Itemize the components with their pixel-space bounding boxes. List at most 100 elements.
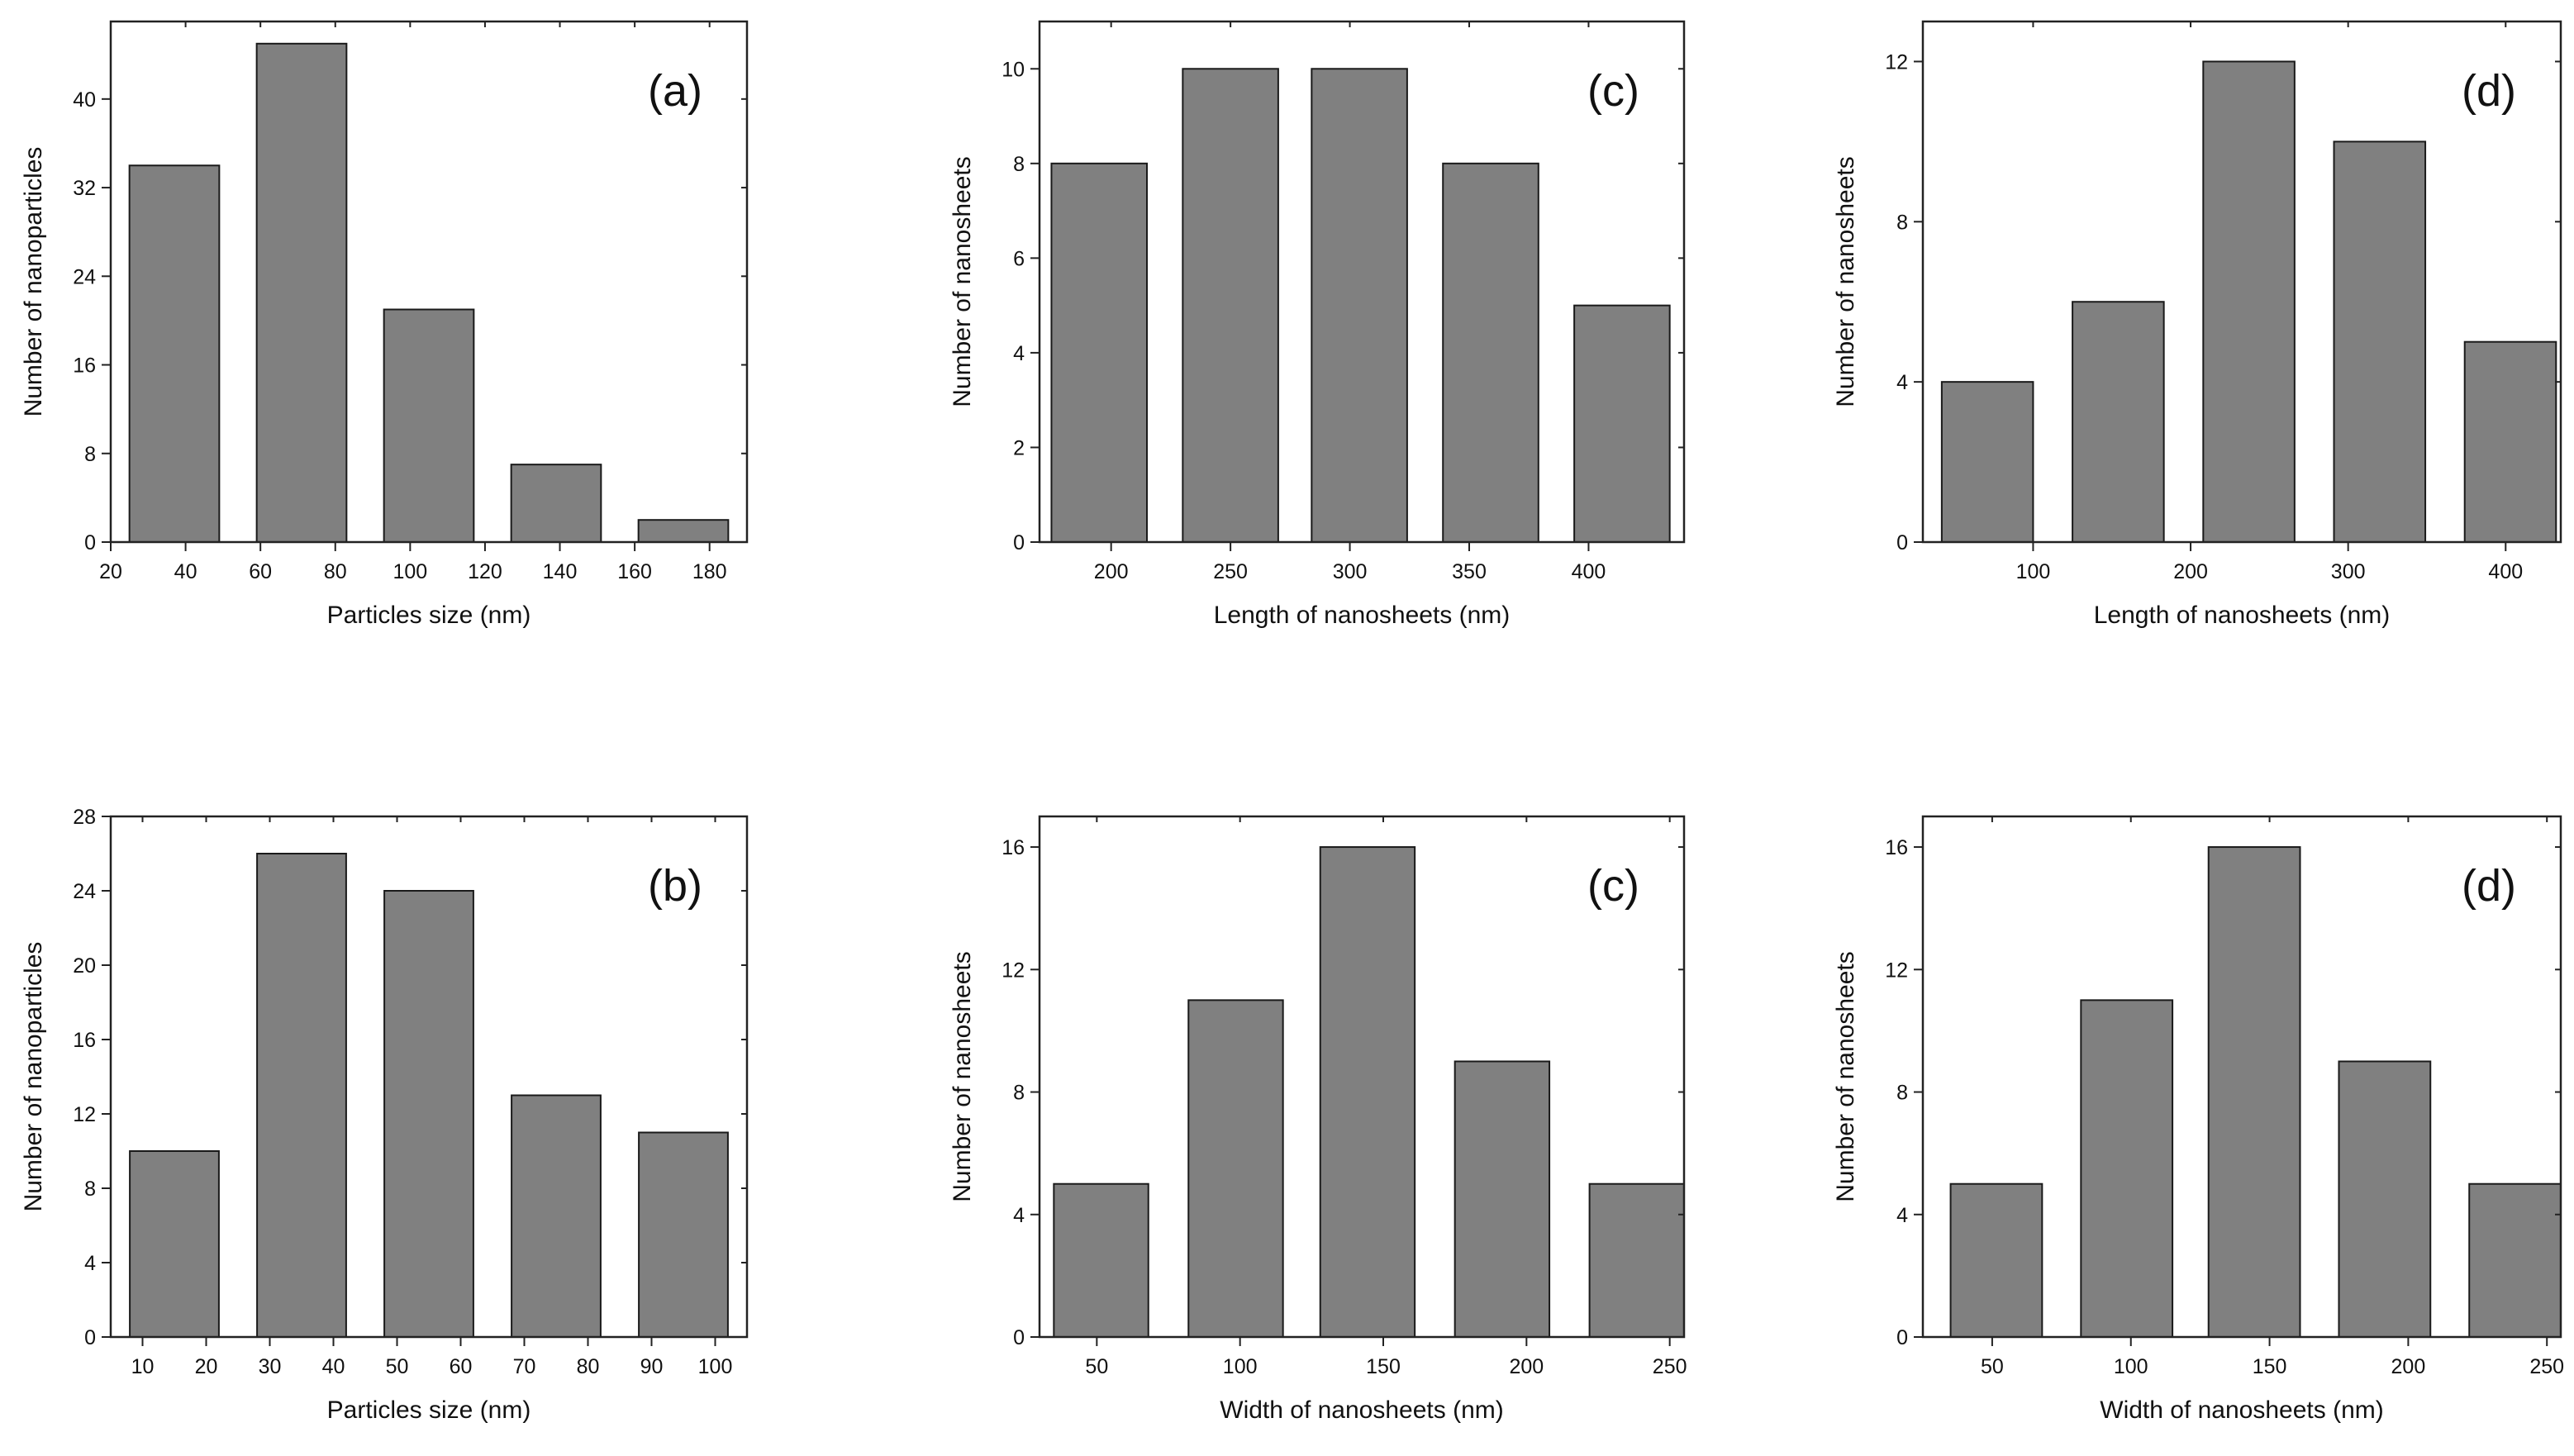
y-tick-label: 8 xyxy=(1013,153,1025,176)
y-tick-label: 12 xyxy=(1885,959,1908,982)
bar-c_width-0 xyxy=(1053,1182,1149,1339)
x-tick-label: 400 xyxy=(2488,560,2523,583)
x-tick-label: 300 xyxy=(1333,560,1368,583)
y-tick-label: 16 xyxy=(1885,836,1908,859)
y-tick-label: 32 xyxy=(73,177,96,200)
y-tick-label: 20 xyxy=(73,954,96,978)
y-tick-label: 16 xyxy=(73,354,96,378)
bar-a-2 xyxy=(383,308,475,543)
bar-d_width-0 xyxy=(1949,1182,2043,1339)
x-tick-label: 250 xyxy=(1213,560,1248,583)
x-tick-label: 70 xyxy=(513,1355,536,1378)
bar-c_length-4 xyxy=(1573,304,1671,543)
y-tick-label: 8 xyxy=(1896,1082,1908,1105)
x-tick-label: 100 xyxy=(2016,560,2051,583)
y-tick-label: 2 xyxy=(1013,436,1025,459)
bar-c_length-2 xyxy=(1311,68,1408,544)
plot-frame xyxy=(109,20,749,544)
y-tick-label: 8 xyxy=(1896,211,1908,234)
x-tick-label: 50 xyxy=(386,1355,409,1378)
x-tick-label: 100 xyxy=(2114,1355,2148,1378)
x-tick-label: 350 xyxy=(1452,560,1487,583)
x-tick-label: 250 xyxy=(2529,1355,2564,1378)
bar-a-4 xyxy=(637,519,730,543)
panel-c_length: 200 250 300 350 400 0 2 4 6 8 10 Length of nanoshee… xyxy=(949,20,1686,629)
bar-c_width-2 xyxy=(1319,846,1416,1338)
x-tick-label: 180 xyxy=(692,560,727,583)
x-tick-label: 300 xyxy=(2331,560,2366,583)
x-tick-label: 40 xyxy=(174,560,197,583)
y-tick-label: 12 xyxy=(73,1103,96,1126)
plot-frame xyxy=(1921,20,2562,544)
plot-frame xyxy=(1921,815,2562,1339)
y-tick-label: 4 xyxy=(84,1252,96,1275)
y-tick-label: 12 xyxy=(1002,959,1025,982)
bar-d_width-1 xyxy=(2080,999,2174,1338)
x-axis-title: Width of nanosheets (nm) xyxy=(2100,1397,2384,1424)
x-tick-label: 120 xyxy=(468,560,502,583)
x-tick-label: 150 xyxy=(1366,1355,1401,1378)
x-tick-label: 200 xyxy=(1509,1355,1544,1378)
panel-label: (d) xyxy=(2462,861,2516,911)
x-tick-label: 200 xyxy=(2391,1355,2426,1378)
y-tick-label: 4 xyxy=(1013,1204,1025,1227)
bar-c_length-3 xyxy=(1442,162,1539,543)
bar-a-1 xyxy=(255,42,348,543)
panel-label: (c) xyxy=(1587,861,1639,911)
y-axis-title: Number of nanosheets xyxy=(949,156,976,407)
bar-c_width-3 xyxy=(1454,1060,1551,1338)
y-axis-title: Number of nanosheets xyxy=(949,951,976,1202)
panel-label: (d) xyxy=(2462,66,2516,116)
bar-c_length-1 xyxy=(1182,68,1279,544)
bar-c_width-4 xyxy=(1588,1182,1685,1339)
bar-b-0 xyxy=(129,1150,220,1338)
y-tick-label: 16 xyxy=(1002,836,1025,859)
y-tick-label: 10 xyxy=(1002,58,1025,81)
x-tick-label: 20 xyxy=(195,1355,218,1378)
x-tick-label: 200 xyxy=(1094,560,1129,583)
panel-b: 10 20 30 40 50 60 70 80 90 100 0 4 8 12 16 20 24 28 Partic… xyxy=(20,806,749,1424)
panel-label: (b) xyxy=(648,861,702,911)
x-tick-label: 100 xyxy=(1223,1355,1258,1378)
bar-d_length-3 xyxy=(2333,140,2427,543)
x-tick-label: 160 xyxy=(617,560,652,583)
panel-label: (a) xyxy=(648,66,702,116)
x-tick-label: 80 xyxy=(324,560,347,583)
bar-d_length-4 xyxy=(2463,340,2557,544)
y-tick-label: 24 xyxy=(73,265,96,288)
x-tick-label: 60 xyxy=(450,1355,473,1378)
x-tick-label: 50 xyxy=(1085,1355,1108,1378)
bar-b-1 xyxy=(256,853,347,1338)
panel-d_length: 100 200 300 400 0 4 8 12 Length of nanosheets (n… xyxy=(1832,20,2562,629)
y-axis-title: Number of nanoparticles xyxy=(20,147,47,417)
bar-d_width-4 xyxy=(2468,1182,2562,1339)
bar-d_length-2 xyxy=(2202,60,2296,543)
y-tick-label: 4 xyxy=(1896,371,1908,394)
y-tick-label: 8 xyxy=(84,1178,96,1201)
x-tick-label: 100 xyxy=(698,1355,733,1378)
plot-frame xyxy=(1038,20,1686,544)
y-tick-label: 0 xyxy=(84,1326,96,1349)
bar-c_length-0 xyxy=(1050,162,1149,543)
x-axis-title: Length of nanosheets (nm) xyxy=(2094,602,2391,629)
x-tick-label: 60 xyxy=(249,560,272,583)
panel-a: 20 40 60 80 100 120 140 160 180 0 8 16 24 32 40 Particl… xyxy=(20,20,749,629)
panel-c_width: 50 100 150 200 250 0 4 8 12 16 Width of nanosheets… xyxy=(949,815,1687,1424)
x-axis-title: Width of nanosheets (nm) xyxy=(1220,1397,1504,1424)
plot-frame xyxy=(109,815,749,1339)
x-tick-label: 20 xyxy=(99,560,122,583)
x-axis-title: Particles size (nm) xyxy=(327,602,531,629)
bar-b-3 xyxy=(511,1094,602,1338)
y-tick-label: 28 xyxy=(73,806,96,829)
y-tick-label: 4 xyxy=(1896,1204,1908,1227)
x-tick-label: 10 xyxy=(131,1355,155,1378)
x-tick-label: 80 xyxy=(577,1355,600,1378)
y-tick-label: 40 xyxy=(73,88,96,112)
bar-b-2 xyxy=(383,890,474,1338)
y-axis-title: Number of nanoparticles xyxy=(20,942,47,1212)
x-tick-label: 40 xyxy=(322,1355,345,1378)
y-tick-label: 0 xyxy=(1896,531,1908,554)
x-tick-label: 50 xyxy=(1981,1355,2004,1378)
y-tick-label: 8 xyxy=(84,443,96,466)
bar-a-0 xyxy=(128,164,221,544)
